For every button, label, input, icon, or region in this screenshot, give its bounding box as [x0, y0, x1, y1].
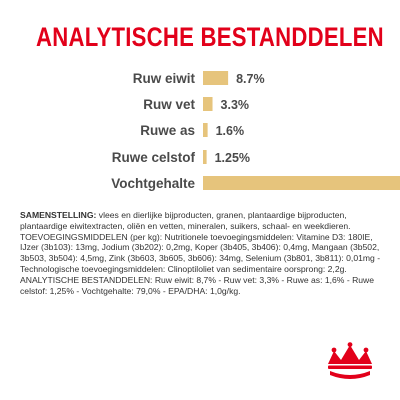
bar [203, 150, 207, 164]
bar [203, 176, 400, 190]
value-label: 8.7% [236, 72, 265, 86]
category-label: Vochtgehalte [111, 176, 195, 191]
bar [203, 71, 229, 85]
chart-title: ANALYTISCHE BESTANDDELEN [36, 22, 384, 52]
value-label: 3.3% [221, 98, 250, 112]
category-label: Ruw eiwit [133, 71, 196, 86]
royal-canin-crown-logo-icon [328, 342, 372, 379]
samenstelling-label: SAMENSTELLING: [20, 210, 97, 220]
toevoegingsmiddelen-text: TOEVOEGINGSMIDDELEN (per kg): Nutritione… [20, 231, 381, 274]
bar [203, 123, 208, 137]
category-label: Ruwe as [140, 123, 195, 138]
value-label: 1.25% [215, 151, 250, 165]
value-label: 1.6% [216, 124, 245, 138]
analytische-text: ANALYTISCHE BESTANDDELEN: Ruw eiwit: 8,7… [20, 274, 375, 296]
category-label: Ruwe celstof [112, 150, 196, 165]
composition-text: SAMENSTELLING: vlees en dierlijke bijpro… [20, 210, 384, 296]
samenstelling-text: vlees en dierlijke bijproducten, granen,… [20, 210, 351, 231]
analysis-bar-chart: Ruw eiwit 8.7% Ruw vet 3.3% Ruwe as 1.6% Ruwe … [111, 71, 400, 191]
category-label: Ruw vet [143, 97, 195, 112]
bar [203, 97, 213, 111]
